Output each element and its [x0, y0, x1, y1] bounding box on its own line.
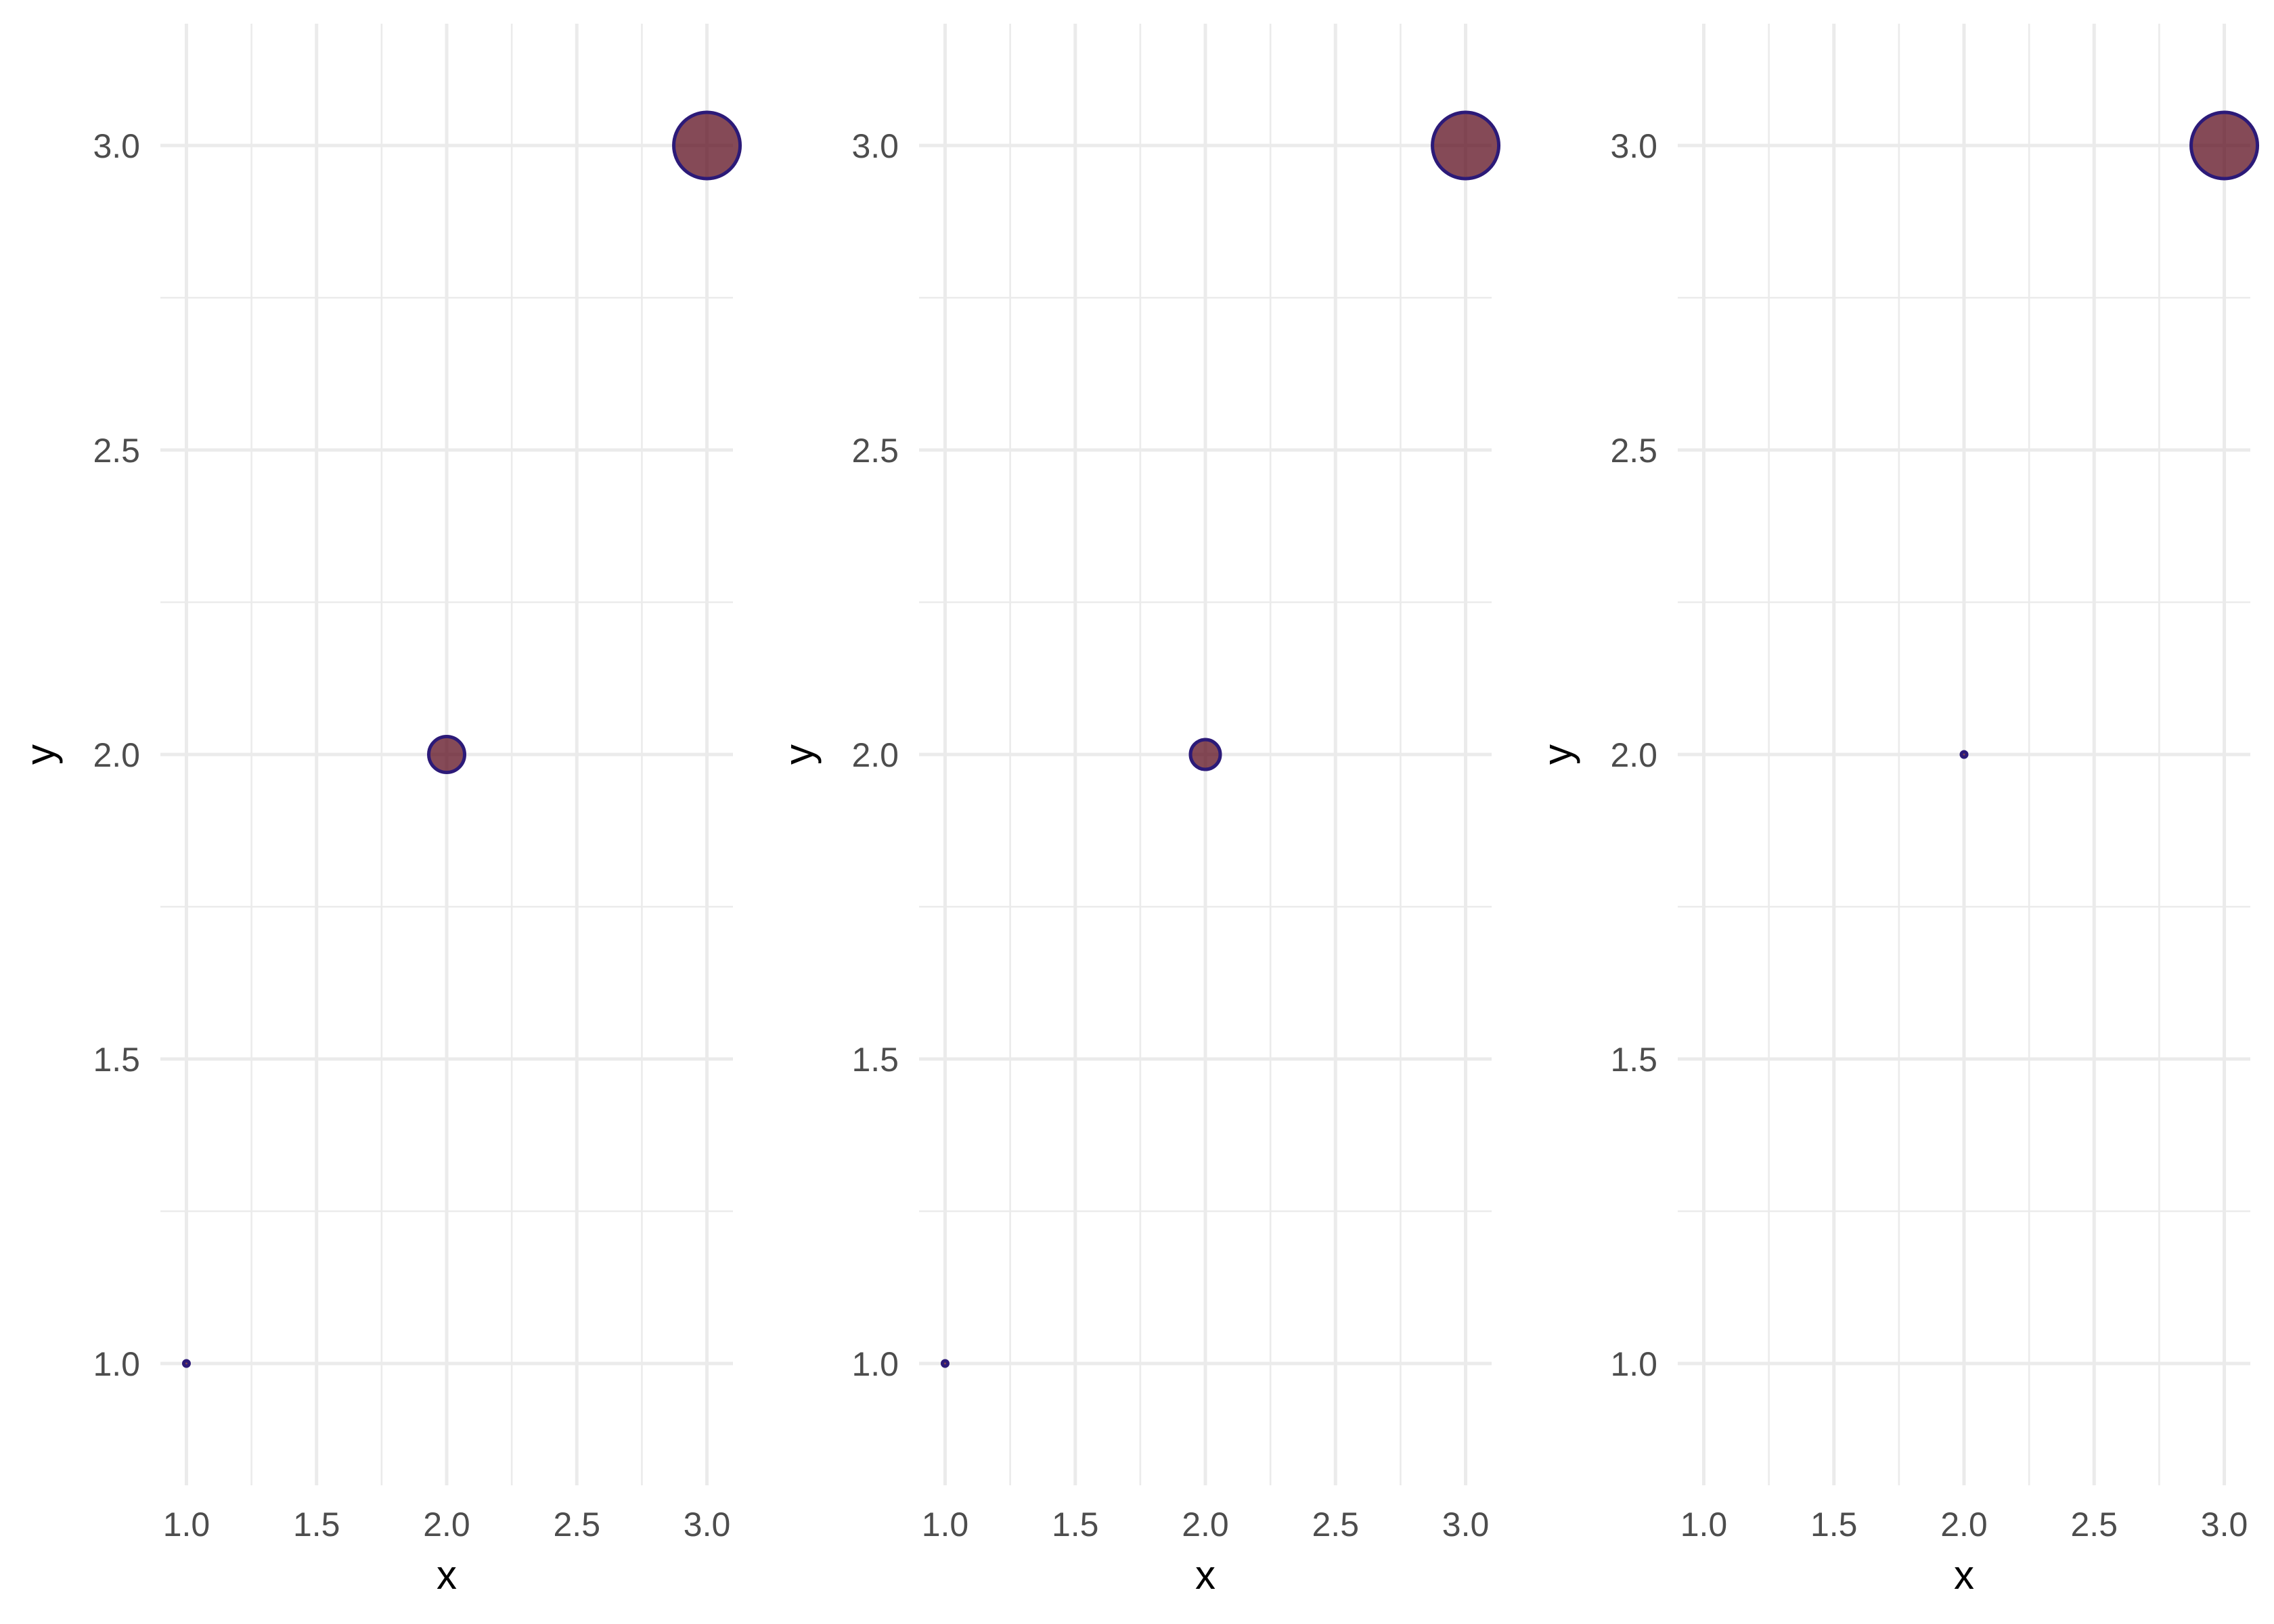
- x-tick-label: 1.0: [1680, 1506, 1728, 1543]
- x-tick-label: 3.0: [1442, 1506, 1490, 1543]
- scatter-point: [2189, 110, 2260, 181]
- y-tick-label: 3.0: [1610, 127, 1657, 165]
- x-tick-label: 2.0: [1182, 1506, 1229, 1543]
- y-tick-label: 2.5: [93, 432, 140, 470]
- y-tick-label: 1.5: [1610, 1041, 1657, 1079]
- x-tick-label: 2.0: [423, 1506, 470, 1543]
- panel-3: 1.0 1.5 2.0 2.5 3.0 1.0 1.5 2.0 2.5 3.0 x y: [1535, 24, 2260, 1598]
- scatter-point: [181, 1359, 191, 1368]
- y-tick-label: 1.5: [93, 1041, 140, 1079]
- y-tick-label: 2.0: [1610, 736, 1657, 774]
- y-tick-label: 1.0: [851, 1345, 899, 1383]
- y-tick-label: 1.0: [1610, 1345, 1657, 1383]
- x-tick-label: 1.5: [1810, 1506, 1858, 1543]
- y-tick-label: 3.0: [93, 127, 140, 165]
- x-tick-label: 1.5: [1052, 1506, 1099, 1543]
- y-axis-title: y: [18, 744, 63, 765]
- y-tick-label: 1.5: [851, 1041, 899, 1079]
- x-tick-label: 3.0: [684, 1506, 731, 1543]
- x-axis-title: x: [1954, 1552, 1974, 1598]
- y-tick-label: 2.0: [851, 736, 899, 774]
- scatter-point: [1431, 110, 1501, 181]
- x-tick-label: 3.0: [2201, 1506, 2248, 1543]
- scatter-point: [1959, 750, 1969, 759]
- scatter-point: [1188, 738, 1222, 771]
- x-tick-label: 2.5: [1312, 1506, 1360, 1543]
- x-tick-label: 1.0: [922, 1506, 969, 1543]
- x-tick-label: 2.5: [554, 1506, 601, 1543]
- x-axis-title: x: [1195, 1552, 1216, 1598]
- panel-2: 1.0 1.5 2.0 2.5 3.0 1.0 1.5 2.0 2.5 3.0 x y: [776, 24, 1501, 1598]
- y-axis-title: y: [776, 744, 822, 765]
- x-tick-label: 1.5: [293, 1506, 340, 1543]
- scatter-point: [940, 1359, 950, 1368]
- y-axis-title: y: [1535, 744, 1580, 765]
- x-axis-title: x: [437, 1552, 457, 1598]
- x-tick-label: 2.0: [1940, 1506, 1988, 1543]
- y-tick-label: 3.0: [851, 127, 899, 165]
- x-tick-label: 1.0: [163, 1506, 210, 1543]
- y-tick-label: 1.0: [93, 1345, 140, 1383]
- scatter-point: [427, 735, 466, 774]
- y-tick-label: 2.0: [93, 736, 140, 774]
- x-tick-label: 2.5: [2071, 1506, 2118, 1543]
- y-tick-label: 2.5: [1610, 432, 1657, 470]
- panel-1: 1.0 1.5 2.0 2.5 3.0 1.0 1.5 2.0 2.5 3.0 x y: [18, 24, 742, 1598]
- y-tick-label: 2.5: [851, 432, 899, 470]
- scatter-point: [672, 110, 742, 181]
